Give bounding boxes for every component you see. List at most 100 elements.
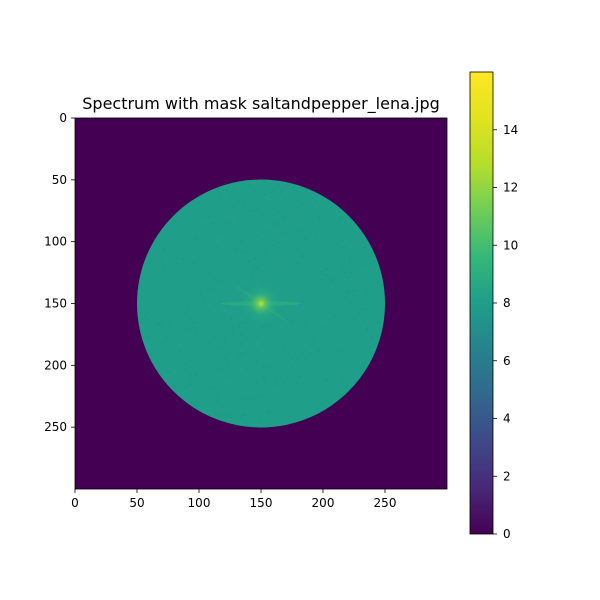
- noise-speck: [318, 375, 320, 378]
- noise-speck: [196, 307, 198, 309]
- noise-speck: [342, 217, 345, 219]
- noise-speck: [314, 291, 316, 293]
- noise-speck: [325, 404, 327, 406]
- noise-speck: [189, 366, 191, 368]
- noise-speck: [246, 233, 249, 235]
- noise-speck: [177, 257, 179, 259]
- noise-speck: [319, 359, 321, 362]
- noise-speck: [178, 221, 180, 223]
- noise-speck: [245, 235, 248, 238]
- noise-speck: [285, 205, 287, 207]
- noise-speck: [262, 266, 264, 268]
- noise-speck: [247, 376, 249, 378]
- noise-speck: [162, 316, 164, 318]
- noise-speck: [182, 217, 184, 219]
- noise-speck: [293, 185, 295, 187]
- noise-speck: [155, 257, 157, 259]
- noise-speck: [209, 345, 211, 347]
- noise-speck: [227, 419, 229, 421]
- noise-speck: [222, 369, 224, 371]
- noise-speck: [194, 243, 196, 245]
- noise-speck: [250, 204, 252, 206]
- noise-speck: [295, 359, 298, 361]
- noise-speck: [243, 332, 245, 334]
- noise-speck: [322, 332, 324, 334]
- noise-speck: [150, 304, 152, 307]
- noise-speck: [232, 339, 235, 341]
- noise-speck: [178, 363, 180, 366]
- noise-speck: [191, 346, 194, 348]
- noise-speck: [361, 300, 364, 303]
- noise-speck: [340, 394, 342, 396]
- noise-speck: [313, 321, 315, 323]
- noise-speck: [221, 265, 223, 267]
- noise-speck: [219, 409, 221, 411]
- noise-speck: [320, 319, 322, 321]
- noise-speck: [187, 330, 189, 333]
- noise-speck: [354, 315, 356, 317]
- noise-speck: [278, 318, 281, 320]
- noise-speck: [189, 318, 191, 320]
- noise-speck: [244, 255, 246, 257]
- noise-speck: [180, 236, 183, 238]
- noise-speck: [167, 249, 169, 251]
- noise-speck: [378, 327, 380, 329]
- noise-speck: [223, 247, 225, 249]
- noise-speck: [217, 378, 219, 380]
- noise-speck: [166, 270, 168, 272]
- y-tick-label: 100: [44, 235, 67, 249]
- noise-speck: [240, 398, 242, 400]
- noise-speck: [200, 322, 202, 324]
- noise-speck: [311, 317, 314, 319]
- noise-speck: [340, 298, 342, 300]
- noise-speck: [263, 375, 265, 377]
- noise-speck: [323, 320, 325, 322]
- noise-speck: [296, 190, 298, 192]
- noise-speck: [348, 231, 351, 233]
- noise-speck: [283, 228, 285, 230]
- noise-speck: [302, 203, 304, 205]
- noise-speck: [346, 294, 348, 297]
- noise-speck: [240, 343, 242, 345]
- noise-speck: [307, 392, 309, 394]
- noise-speck: [291, 244, 294, 246]
- noise-speck: [290, 387, 293, 390]
- noise-speck: [264, 414, 267, 416]
- noise-speck: [161, 288, 163, 290]
- noise-speck: [290, 336, 292, 338]
- noise-speck: [335, 239, 337, 241]
- noise-speck: [230, 419, 232, 422]
- noise-speck: [266, 205, 268, 207]
- noise-speck: [207, 387, 209, 389]
- noise-speck: [159, 271, 161, 273]
- noise-speck: [259, 228, 262, 231]
- noise-speck: [346, 381, 348, 383]
- noise-speck: [223, 316, 225, 318]
- noise-speck: [205, 313, 207, 315]
- noise-speck: [232, 343, 234, 345]
- noise-speck: [257, 188, 260, 190]
- noise-speck: [204, 365, 206, 367]
- noise-speck: [338, 222, 340, 224]
- noise-speck: [280, 224, 282, 226]
- noise-speck: [221, 348, 223, 350]
- noise-speck: [277, 242, 280, 244]
- noise-speck: [219, 343, 221, 345]
- noise-speck: [294, 418, 296, 421]
- noise-speck: [227, 248, 230, 250]
- noise-speck: [234, 406, 237, 408]
- noise-speck: [334, 237, 336, 239]
- noise-speck: [344, 331, 346, 333]
- noise-speck: [150, 257, 152, 260]
- noise-speck: [372, 267, 374, 269]
- noise-speck: [352, 231, 354, 233]
- noise-speck: [171, 315, 174, 317]
- noise-speck: [240, 202, 242, 204]
- noise-speck: [251, 190, 254, 193]
- noise-speck: [202, 253, 204, 255]
- noise-speck: [227, 290, 229, 292]
- noise-speck: [173, 256, 175, 258]
- noise-speck: [292, 199, 295, 201]
- noise-speck: [291, 358, 293, 360]
- noise-speck: [267, 275, 269, 278]
